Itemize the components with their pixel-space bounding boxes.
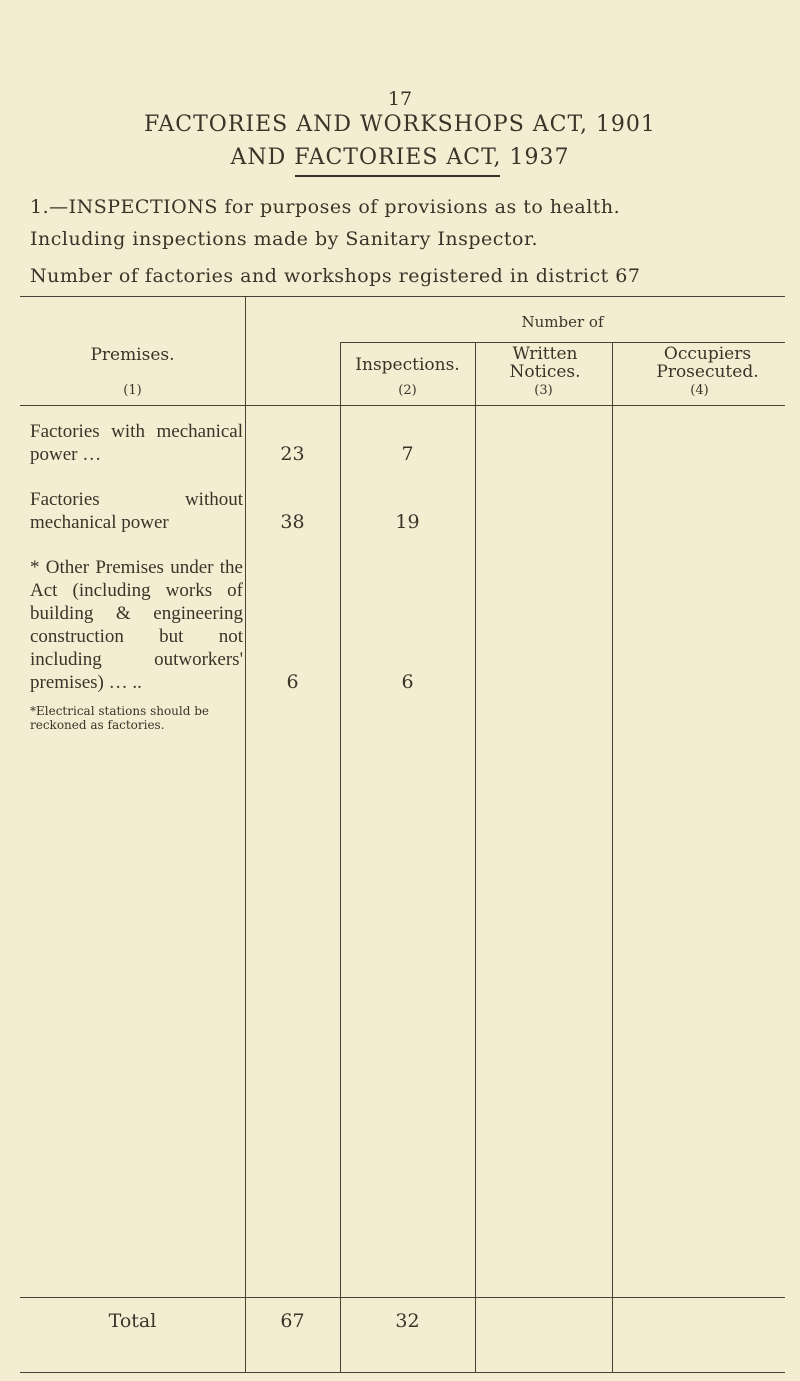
row-label: Factories without mechanical power (30, 489, 243, 533)
total-registered: 67 (280, 1310, 305, 1332)
table-row: Factories without mechanical power 38 19 (20, 488, 785, 534)
section-heading: 1.—INSPECTIONS for purposes of provision… (30, 196, 621, 218)
title-rule (295, 175, 500, 177)
row-inspections: 19 (395, 511, 420, 533)
row-label: * Other Premises under the Act (includin… (30, 557, 243, 693)
header-written-num: (3) (534, 383, 553, 398)
footnote: *Electrical stations should be reckoned … (30, 704, 210, 732)
header-premises-num: (1) (123, 383, 142, 398)
page-number: 17 (387, 88, 413, 110)
row-label: Factories with mechanical power … (30, 421, 243, 465)
row-registered: 6 (286, 671, 299, 693)
table-row: * Other Premises under the Act (includin… (20, 556, 785, 694)
registered-line: Number of factories and workshops regist… (30, 265, 641, 287)
header-occupiers: Occupiers Prosecuted. (656, 344, 759, 382)
section-subheading: Including inspections made by Sanitary I… (30, 228, 539, 250)
header-premises: Premises. (90, 345, 175, 365)
row-registered: 38 (280, 511, 305, 533)
table-row: Factories with mechanical power … 23 7 (20, 420, 785, 466)
header-number-of: Number of (521, 313, 604, 331)
title-line-1: FACTORIES AND WORKSHOPS ACT, 1901 (144, 112, 656, 137)
row-inspections: 6 (401, 671, 414, 693)
row-registered: 23 (280, 443, 305, 465)
title-line-2: AND FACTORIES ACT, 1937 (230, 145, 570, 170)
header-inspections-num: (2) (398, 383, 417, 398)
header-occupiers-num: (4) (690, 383, 709, 398)
header-inspections: Inspections. (355, 355, 460, 375)
header-written: Written Notices. (509, 344, 581, 382)
total-label: Total (108, 1310, 157, 1332)
table-body: Factories with mechanical power … 23 7 F… (20, 420, 785, 732)
row-inspections: 7 (401, 443, 414, 465)
total-inspections: 32 (395, 1310, 420, 1332)
